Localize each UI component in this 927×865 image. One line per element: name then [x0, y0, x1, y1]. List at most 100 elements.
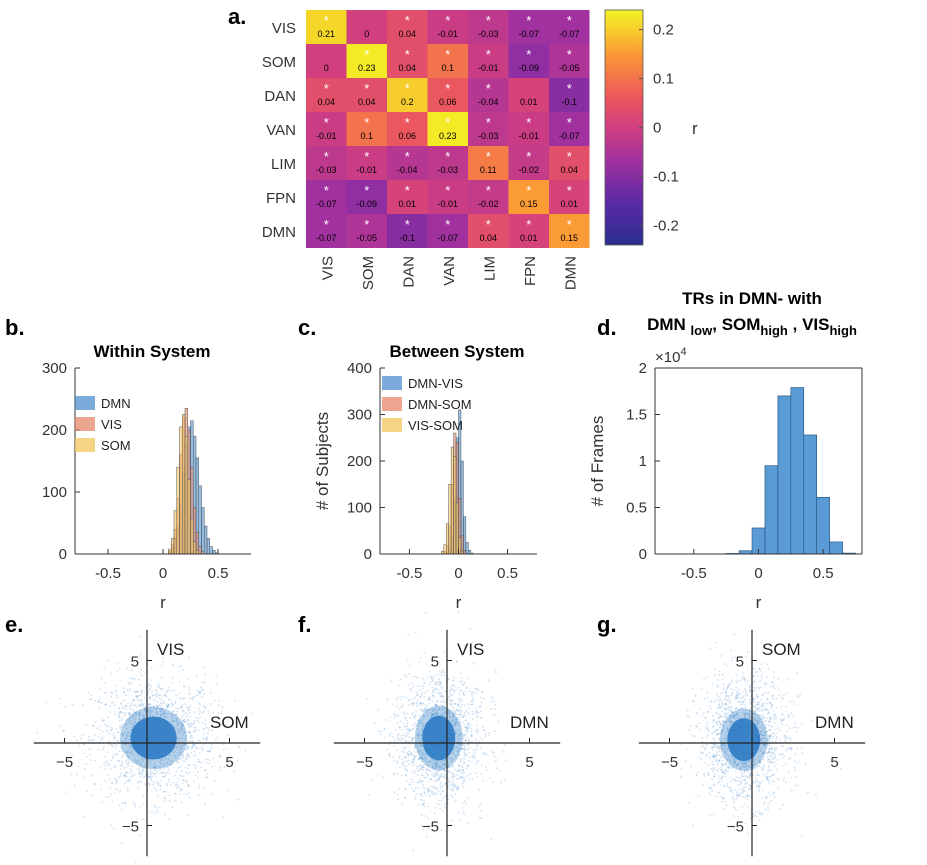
scatter-point	[699, 728, 702, 731]
scatter-point	[107, 724, 110, 727]
scatter-point	[416, 793, 419, 796]
scatter-point	[713, 768, 715, 771]
title-vis-sub: high	[829, 323, 856, 338]
scatter-density-core	[727, 718, 761, 762]
scatter-point	[214, 739, 217, 741]
legend-swatch	[75, 396, 95, 410]
scatter-point	[479, 746, 482, 749]
scatter-point	[175, 707, 177, 709]
scatter-point	[137, 754, 139, 756]
scatter-point	[442, 669, 445, 672]
scatter-point	[775, 731, 778, 734]
scatter-point	[175, 781, 178, 784]
scatter-point	[427, 824, 430, 827]
scatter-point	[744, 796, 746, 799]
scatter-point	[413, 772, 416, 775]
scatter-point	[728, 701, 731, 703]
scatter-point	[717, 746, 720, 749]
scatter-point	[160, 708, 163, 711]
scatter-point	[132, 717, 135, 720]
scatter-point	[404, 755, 407, 758]
scatter-point	[188, 730, 191, 733]
scatter-point	[724, 698, 726, 700]
significance-star: *	[486, 183, 491, 198]
scatter-point	[404, 774, 407, 777]
scatter-point	[149, 710, 151, 713]
scatter-point	[99, 738, 102, 741]
scatter-point	[779, 729, 781, 731]
scatter-point	[171, 710, 174, 713]
scatter-point	[731, 657, 733, 660]
scatter-point	[414, 715, 416, 718]
scatter-point	[143, 707, 146, 710]
scatter-point	[469, 723, 471, 725]
scatter-point	[188, 697, 191, 700]
scatter-point	[142, 769, 145, 772]
scatter-point	[758, 703, 761, 705]
scatter-point	[222, 743, 225, 745]
scatter-point	[397, 696, 399, 699]
scatter-point	[93, 783, 96, 786]
scatter-point	[740, 777, 743, 780]
scatter-point	[389, 732, 392, 734]
scatter-point	[162, 759, 165, 762]
scatter-point	[140, 771, 142, 774]
scatter-point	[731, 797, 733, 800]
scatter-point	[179, 697, 182, 700]
scatter-point	[148, 683, 151, 686]
scatter-point	[709, 814, 711, 816]
scatter-point	[465, 748, 467, 750]
scatter-point	[415, 713, 417, 716]
scatter-point	[173, 750, 176, 753]
scatter-point	[782, 803, 785, 806]
scatter-point	[178, 744, 181, 747]
scatter-point	[469, 654, 472, 656]
scatter-point	[712, 715, 714, 717]
scatter-point	[733, 798, 736, 801]
scatter-point	[760, 813, 763, 816]
scatter-point	[515, 718, 517, 720]
scatter-point	[760, 699, 762, 702]
scatter-point	[125, 760, 127, 762]
scatter-point	[428, 788, 431, 791]
scatter-point	[737, 779, 740, 782]
scatter-point	[120, 710, 122, 713]
scatter-point	[161, 676, 163, 679]
scatter-point	[125, 740, 128, 742]
significance-star: *	[486, 47, 491, 62]
scatter-point	[412, 715, 415, 718]
scatter-point	[198, 713, 201, 715]
scatter-point	[178, 691, 181, 694]
scatter-point	[128, 713, 131, 716]
scatter-point	[198, 760, 201, 763]
scatter-point	[200, 746, 203, 749]
scatter-point	[419, 689, 421, 692]
scatter-point	[125, 766, 128, 769]
scatter-point	[459, 709, 462, 712]
scatter-point	[786, 714, 789, 717]
scatter-point	[741, 703, 744, 706]
scatter-point	[397, 733, 400, 736]
scatter-point	[420, 744, 423, 747]
scatter-point	[435, 761, 438, 763]
scatter-point	[87, 739, 90, 742]
scatter-point	[707, 773, 710, 776]
scatter-point	[129, 717, 132, 720]
scatter-point	[410, 753, 413, 755]
scatter-point	[475, 748, 477, 750]
scatter-point	[785, 781, 788, 784]
scatter-point	[120, 764, 123, 767]
scatter-point	[703, 746, 706, 748]
scatter-point	[724, 702, 727, 705]
scatter-point	[455, 770, 458, 773]
scatter-point	[185, 745, 188, 748]
scatter-point	[468, 751, 470, 754]
scatter-point	[198, 716, 201, 719]
scatter-point	[198, 691, 201, 694]
scatter-point	[460, 771, 463, 774]
significance-star: *	[526, 13, 531, 28]
scatter-point	[454, 768, 457, 771]
scatter-point	[695, 774, 698, 777]
scatter-point	[175, 714, 177, 716]
scatter-point	[713, 775, 716, 778]
